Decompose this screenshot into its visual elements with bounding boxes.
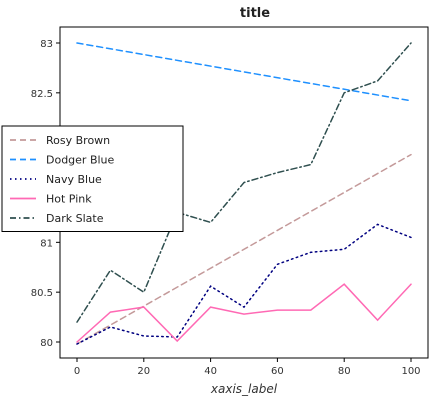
series-layer — [76, 42, 412, 345]
x-tick-label: 80 — [338, 366, 351, 377]
x-tick-label: 20 — [137, 366, 150, 377]
series-line-dark-slate — [76, 42, 412, 323]
legend-label-rosy-brown: Rosy Brown — [46, 134, 110, 147]
y-tick-label: 81 — [40, 238, 53, 249]
legend-label-dodger-blue: Dodger Blue — [46, 154, 115, 167]
legend-box — [1, 125, 184, 232]
x-tick-label: 100 — [401, 366, 420, 377]
chart-title: title — [240, 6, 270, 21]
legend-label-hot-pink: Hot Pink — [46, 193, 92, 206]
series-line-dodger-blue — [76, 42, 412, 102]
series-line-rosy-brown — [76, 153, 412, 345]
x-axis-label: xaxis_label — [210, 382, 278, 396]
x-tick-label: 40 — [204, 366, 217, 377]
series-line-navy-blue — [76, 223, 412, 345]
y-tick-label: 80.5 — [31, 288, 53, 299]
y-tick-label: 80 — [40, 338, 53, 349]
y-tick-label: 83 — [40, 39, 53, 50]
legend-label-dark-slate: Dark Slate — [46, 212, 104, 225]
x-tick-label: 0 — [74, 366, 80, 377]
legend: Rosy Brown Dodger Blue Navy Blue Hot Pink Da… — [1, 125, 184, 232]
y-tick-label: 82.5 — [31, 89, 53, 100]
legend-label-navy-blue: Navy Blue — [46, 173, 102, 186]
series-line-hot-pink — [76, 283, 412, 343]
x-tick-label: 60 — [271, 366, 284, 377]
